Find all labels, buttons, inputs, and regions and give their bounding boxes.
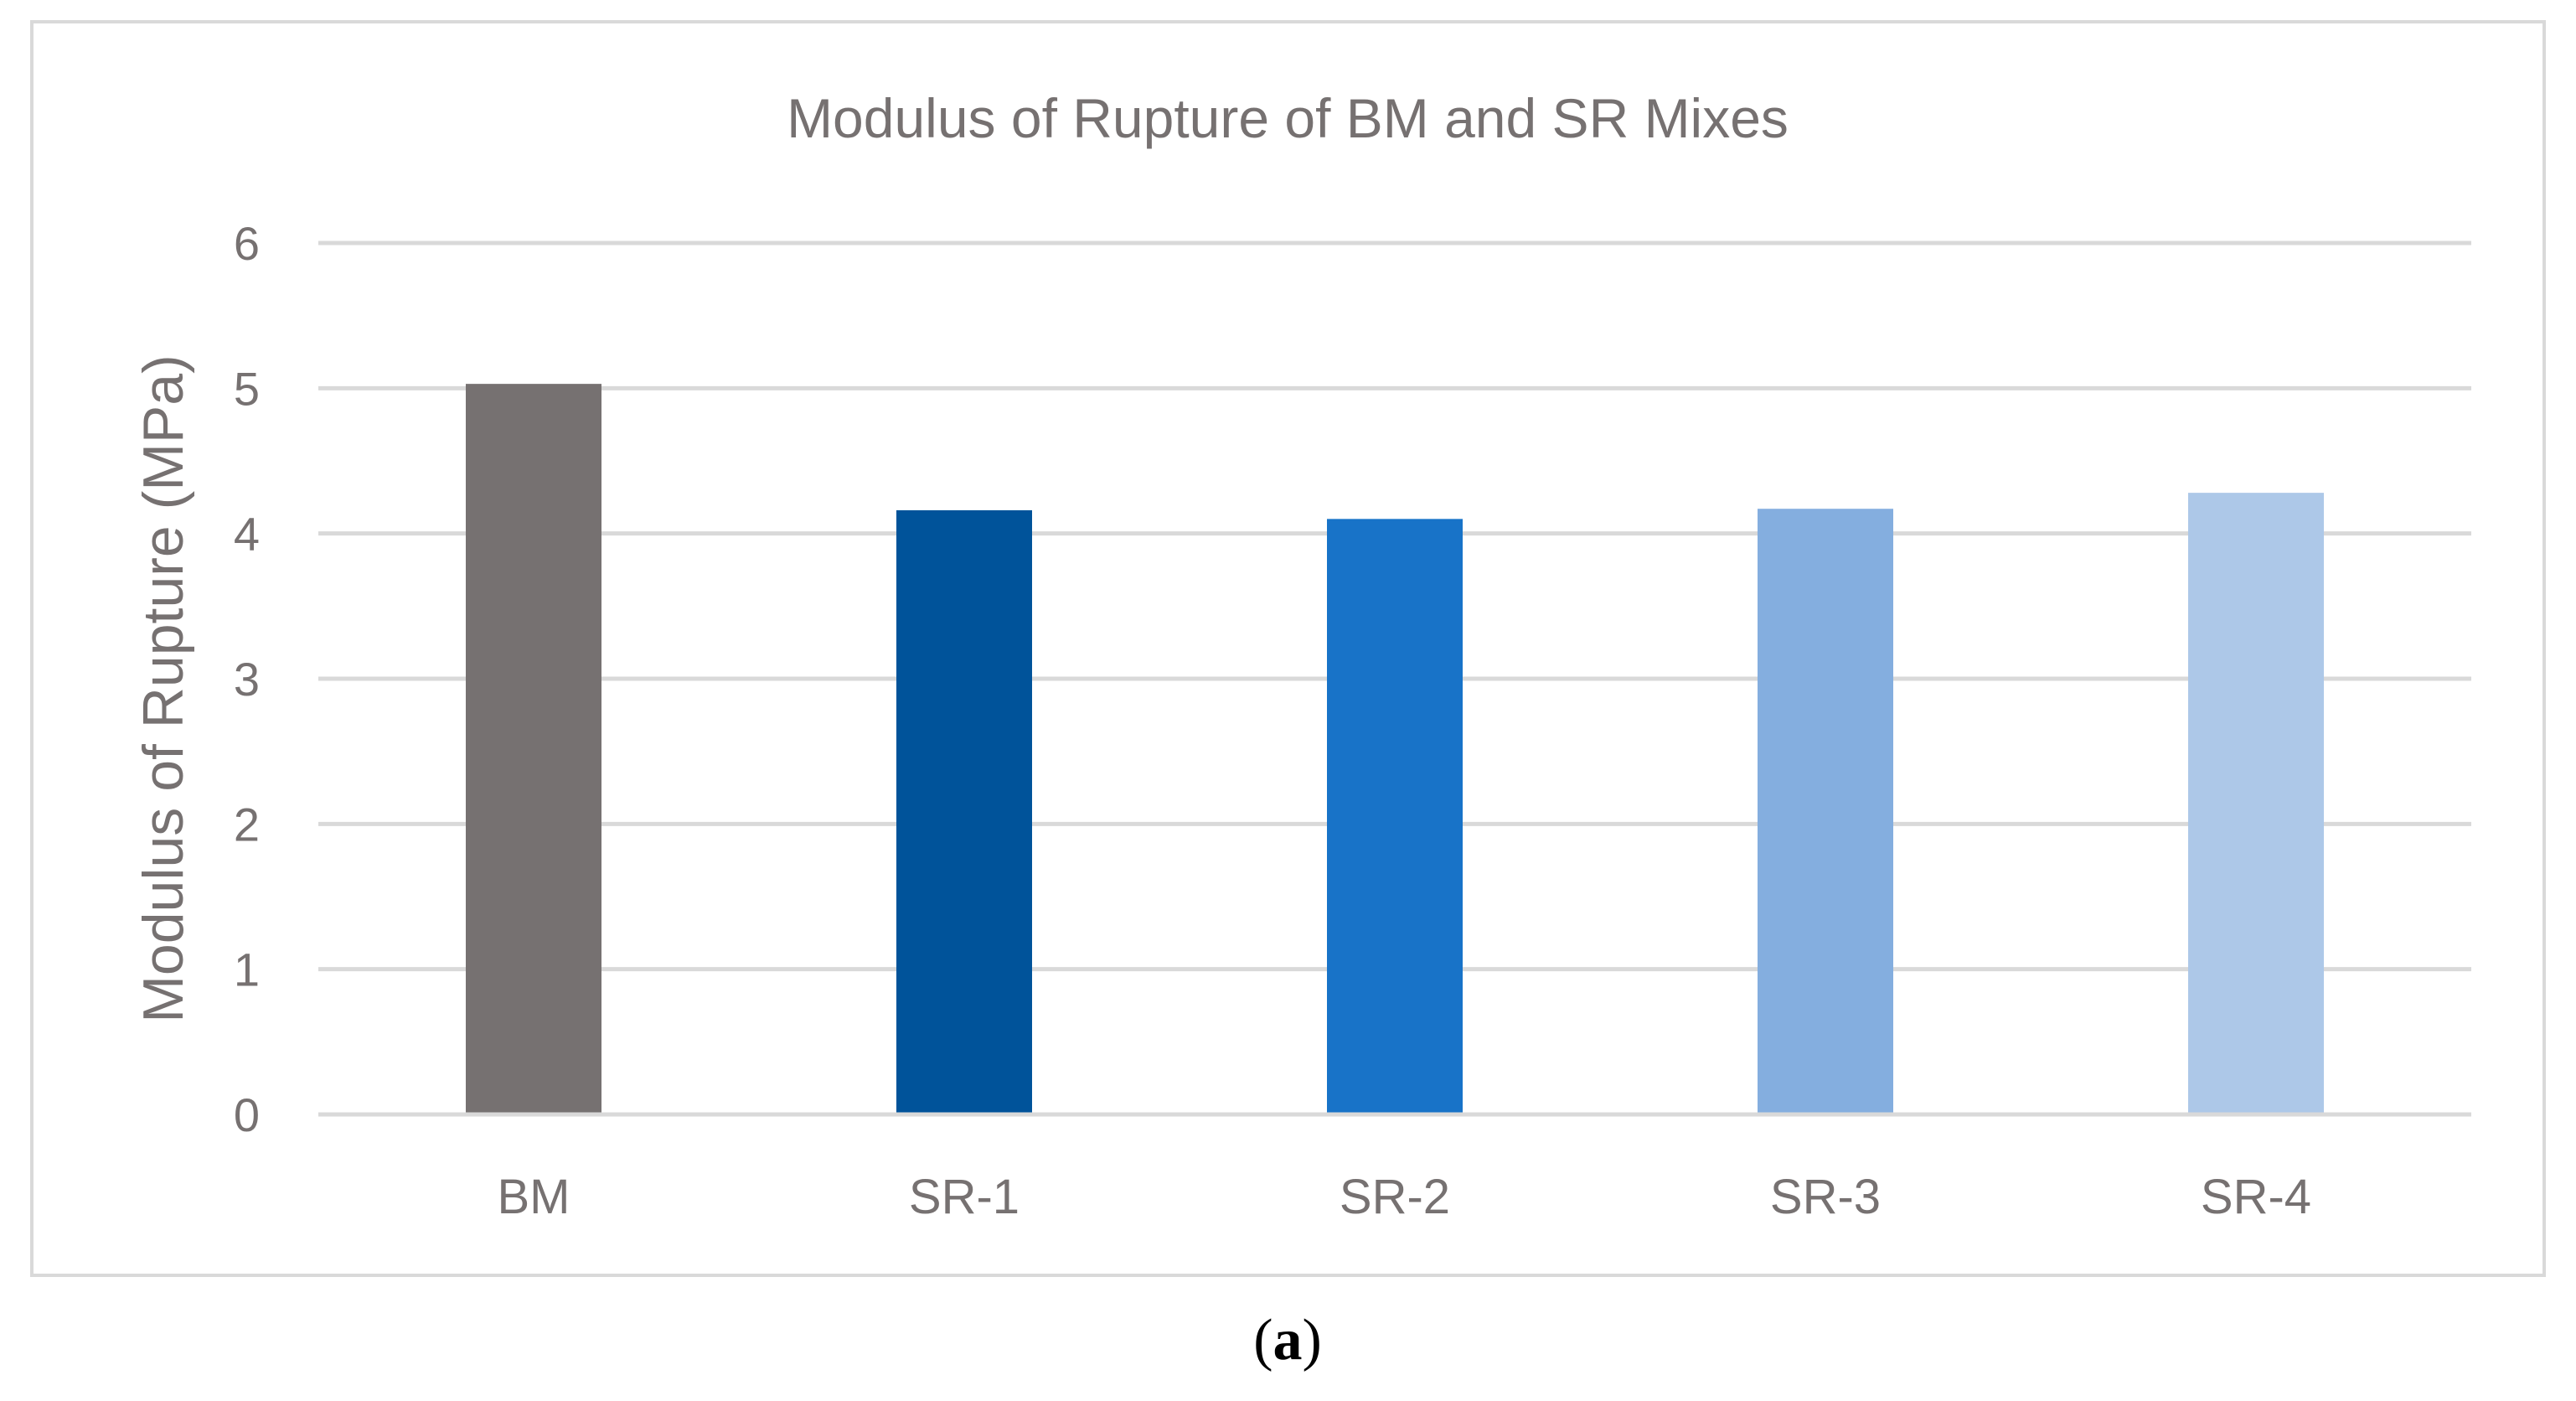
- x-tick-label: BM: [498, 1170, 570, 1224]
- y-tick-label: 6: [234, 217, 260, 270]
- y-tick-label: 4: [234, 508, 260, 561]
- bar-sr-1: [896, 509, 1032, 1114]
- y-tick-labels: 0 1 2 3 4 5 6: [234, 217, 260, 1141]
- caption-letter: a: [1273, 1308, 1303, 1373]
- x-tick-label: SR-1: [909, 1170, 1020, 1224]
- x-tick-label: SR-3: [1770, 1170, 1881, 1224]
- x-tick-label: SR-2: [1340, 1170, 1450, 1224]
- y-tick-label: 3: [234, 653, 260, 706]
- bars: [318, 384, 2471, 1117]
- x-tick-label: SR-4: [2201, 1170, 2311, 1224]
- x-tick-labels: BM SR-1 SR-2 SR-3 SR-4: [498, 1170, 2312, 1224]
- y-tick-label: 2: [234, 798, 260, 850]
- caption-close-paren: ): [1303, 1308, 1322, 1373]
- y-tick-label: 5: [234, 362, 260, 415]
- y-tick-label: 1: [234, 943, 260, 996]
- figure-caption: (a): [1253, 1308, 1322, 1373]
- caption-open-paren: (: [1253, 1308, 1273, 1373]
- y-tick-label: 0: [234, 1088, 260, 1141]
- chart-title: Modulus of Rupture of BM and SR Mixes: [787, 87, 1789, 149]
- bar-sr-3: [1758, 509, 1893, 1114]
- chart-frame: [30, 20, 2546, 1277]
- bar-sr-2: [1327, 519, 1463, 1114]
- bar-bm: [466, 384, 601, 1115]
- bar-sr-4: [2188, 493, 2324, 1114]
- y-axis-title: Modulus of Rupture (MPa): [132, 354, 195, 1022]
